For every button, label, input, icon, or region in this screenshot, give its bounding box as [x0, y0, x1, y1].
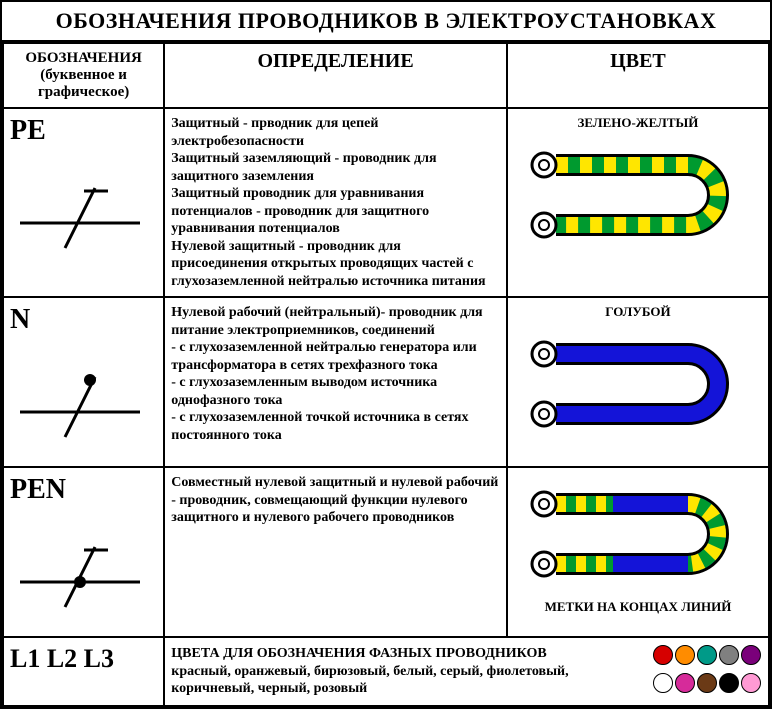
definition-cell: Нулевой рабочий (нейтральный)- проводник… [164, 297, 507, 467]
color-cell: МЕТКИ НА КОНЦАХ ЛИНИЙ [507, 467, 769, 637]
phase-dot [675, 673, 695, 693]
color-cell: ГОЛУБОЙ [507, 297, 769, 467]
phase-heading: ЦВЕТА ДЛЯ ОБОЗНАЧЕНИЯ ФАЗНЫХ ПРОВОДНИКОВ [171, 645, 642, 663]
phase-row: L1 L2 L3 ЦВЕТА ДЛЯ ОБОЗНАЧЕНИЯ ФАЗНЫХ ПР… [3, 637, 769, 706]
header-definition: ОПРЕДЕЛЕНИЕ [164, 43, 507, 108]
table-row: NНулевой рабочий (нейтральный)- проводни… [3, 297, 769, 467]
color-label: МЕТКИ НА КОНЦАХ ЛИНИЙ [514, 599, 762, 615]
conductor-code: PEN [10, 474, 157, 506]
conductor-table: ОБОЗНАЧЕНИЯ (буквенное и графическое) ОП… [2, 42, 770, 707]
phase-dot [697, 645, 717, 665]
phase-colors [652, 644, 762, 699]
table-row: PEЗащитный - прводник для цепей электроб… [3, 108, 769, 297]
phase-dot [653, 673, 673, 693]
designation-cell: PE [3, 108, 164, 297]
phase-cell: ЦВЕТА ДЛЯ ОБОЗНАЧЕНИЯ ФАЗНЫХ ПРОВОДНИКОВ… [164, 637, 769, 706]
phase-dot [719, 645, 739, 665]
phase-text: красный, оранжевый, бирюзовый, белый, се… [171, 663, 642, 698]
designation-cell: N [3, 297, 164, 467]
phase-dot [719, 673, 739, 693]
conductor-code: PE [10, 115, 157, 147]
designation-cell: PEN [3, 467, 164, 637]
table-row: PENСовместный нулевой защитный и нулевой… [3, 467, 769, 637]
phase-dot [675, 645, 695, 665]
color-label: ГОЛУБОЙ [514, 304, 762, 320]
definition-cell: Защитный - прводник для цепей электробез… [164, 108, 507, 297]
phase-codes: L1 L2 L3 [3, 637, 164, 706]
header-designation: ОБОЗНАЧЕНИЯ (буквенное и графическое) [3, 43, 164, 108]
header-row: ОБОЗНАЧЕНИЯ (буквенное и графическое) ОП… [3, 43, 769, 108]
schematic-symbol [10, 153, 157, 271]
phase-dot [741, 645, 761, 665]
diagram-root: ОБОЗНАЧЕНИЯ ПРОВОДНИКОВ В ЭЛЕКТРОУСТАНОВ… [0, 0, 772, 709]
definition-cell: Совместный нулевой защитный и нулевой ра… [164, 467, 507, 637]
schematic-symbol [10, 342, 157, 460]
page-title: ОБОЗНАЧЕНИЯ ПРОВОДНИКОВ В ЭЛЕКТРОУСТАНОВ… [2, 2, 770, 42]
phase-dot [741, 673, 761, 693]
color-cell: ЗЕЛЕНО-ЖЕЛТЫЙ [507, 108, 769, 297]
schematic-symbol [10, 512, 157, 630]
conductor-code: N [10, 304, 157, 336]
phase-dot [697, 673, 717, 693]
header-color: ЦВЕТ [507, 43, 769, 108]
phase-dot [653, 645, 673, 665]
color-label: ЗЕЛЕНО-ЖЕЛТЫЙ [514, 115, 762, 131]
